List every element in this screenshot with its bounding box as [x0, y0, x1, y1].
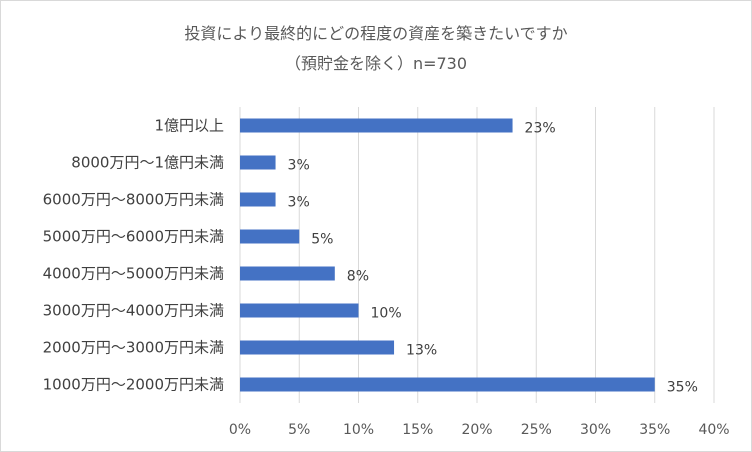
- x-tick-label: 40%: [698, 422, 729, 438]
- bar: [240, 118, 513, 133]
- x-tick-label: 35%: [639, 422, 670, 438]
- bar: [240, 155, 276, 170]
- data-label: 3%: [288, 158, 310, 174]
- bar: [240, 303, 359, 318]
- chart-title: 投資により最終的にどの程度の資産を築きたいですか: [184, 24, 568, 43]
- bars: [240, 118, 655, 392]
- chart-subtitle: （預貯金を除く）n=730: [284, 54, 468, 73]
- chart-title-block: 投資により最終的にどの程度の資産を築きたいですか （預貯金を除く）n=730: [1, 19, 751, 79]
- x-tick-label: 15%: [402, 422, 433, 438]
- bar: [240, 229, 300, 244]
- category-label: 3000万円～4000万円未満: [43, 302, 224, 320]
- x-tick-label: 25%: [521, 422, 552, 438]
- data-label: 23%: [525, 121, 556, 137]
- bar: [240, 340, 395, 355]
- data-label: 13%: [406, 343, 437, 359]
- x-axis-tick-labels: 0% 5% 10% 15% 20% 25% 30% 35% 40%: [229, 422, 730, 438]
- category-label: 1億円以上: [154, 117, 224, 135]
- x-tick-label: 30%: [580, 422, 611, 438]
- x-tick-label: 20%: [461, 422, 492, 438]
- bar: [240, 266, 335, 281]
- data-label: 8%: [347, 269, 369, 285]
- category-labels: 1億円以上 8000万円～1億円未満 6000万円～8000万円未満 5000万円～6…: [43, 117, 224, 394]
- category-label: 6000万円～8000万円未満: [43, 191, 224, 209]
- category-label: 2000万円～3000万円未満: [43, 339, 224, 357]
- gridlines: [239, 107, 715, 403]
- x-tick-label: 5%: [288, 422, 310, 438]
- bar: [240, 377, 655, 392]
- data-label: 35%: [667, 380, 698, 396]
- data-labels: 23% 3% 3% 5% 8% 10% 13% 35%: [288, 121, 698, 396]
- x-tick-label: 10%: [343, 422, 374, 438]
- category-label: 4000万円～5000万円未満: [43, 265, 224, 283]
- data-label: 10%: [371, 306, 402, 322]
- category-label: 5000万円～6000万円未満: [43, 228, 224, 246]
- data-label: 3%: [288, 195, 310, 211]
- x-tick-label: 0%: [229, 422, 251, 438]
- bar: [240, 192, 276, 207]
- category-label: 8000万円～1億円未満: [71, 154, 224, 172]
- data-label: 5%: [311, 232, 333, 248]
- category-label: 1000万円～2000万円未満: [43, 376, 224, 394]
